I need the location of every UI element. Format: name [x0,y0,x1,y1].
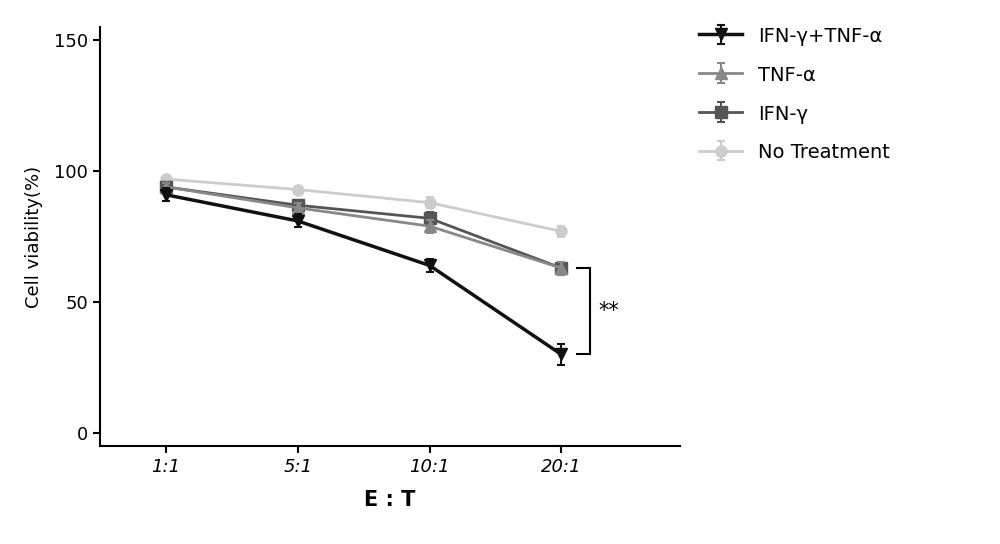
X-axis label: E : T: E : T [364,490,416,510]
Legend: IFN-γ+TNF-α, TNF-α, IFN-γ, No Treatment: IFN-γ+TNF-α, TNF-α, IFN-γ, No Treatment [692,19,897,170]
Y-axis label: Cell viability(%): Cell viability(%) [25,165,43,308]
Text: **: ** [598,301,619,322]
